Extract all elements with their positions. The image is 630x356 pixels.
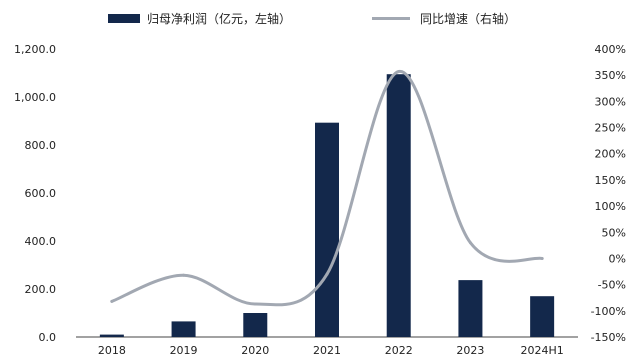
x-tick-label: 2022: [385, 344, 413, 356]
x-tick-label: 2023: [456, 344, 484, 356]
bar-2023: [458, 280, 483, 337]
growth-point-2018: [110, 299, 114, 303]
x-axis-ticks: 2018 2019 2020 2021 2022 2023 2024H1: [98, 344, 564, 356]
growth-line-layer: [110, 70, 544, 307]
bar-2022: [386, 74, 411, 337]
right-tick-label: 350%: [595, 69, 626, 82]
left-tick-label: 1,000.0: [14, 91, 56, 104]
right-tick-label: 100%: [595, 200, 626, 213]
right-tick-label: 150%: [595, 174, 626, 187]
right-tick-label: 300%: [595, 95, 626, 108]
left-tick-label: 600.0: [25, 187, 57, 200]
x-tick-label: 2021: [313, 344, 341, 356]
bar-2019: [171, 321, 196, 337]
bar-2020: [243, 313, 268, 337]
left-axis-ticks: 0.0 200.0 400.0 600.0 800.0 1,000.0 1,200.0: [14, 43, 56, 344]
right-tick-label: 250%: [595, 122, 626, 135]
bar-2021: [315, 122, 339, 338]
left-tick-label: 1,200.0: [14, 43, 56, 56]
growth-line: [110, 70, 544, 307]
right-tick-label: 400%: [595, 43, 626, 56]
left-tick-label: 800.0: [25, 139, 57, 152]
left-tick-label: 400.0: [25, 235, 57, 248]
x-tick-label: 2019: [170, 344, 198, 356]
right-tick-label: -150%: [591, 331, 626, 344]
growth-point-2022: [397, 70, 401, 74]
growth-point-2023: [468, 241, 472, 245]
right-tick-label: -50%: [598, 279, 626, 292]
left-tick-label: 200.0: [25, 283, 57, 296]
right-tick-label: 0%: [609, 252, 626, 265]
right-axis-ticks: -150% -100% -50% 0% 50% 100% 150% 200% 250% 300% 3…: [591, 43, 626, 344]
x-tick-label: 2018: [98, 344, 126, 356]
right-tick-label: 50%: [602, 226, 626, 239]
right-tick-label: -100%: [591, 305, 626, 318]
bar-2024H1: [530, 296, 555, 337]
bar-2018: [99, 334, 124, 337]
growth-point-2021: [325, 272, 329, 276]
legend-line-label: 同比增速（右轴）: [420, 11, 516, 26]
growth-point-2019: [182, 273, 186, 277]
growth-point-2024H1: [540, 256, 544, 260]
bars: [99, 74, 555, 338]
left-tick-label: 0.0: [39, 331, 57, 344]
x-tick-label: 2020: [241, 344, 269, 356]
legend-bar-label: 归母净利润（亿元，左轴）: [147, 11, 291, 26]
legend: 归母净利润（亿元，左轴） 同比增速（右轴）: [108, 11, 516, 26]
right-tick-label: 200%: [595, 148, 626, 161]
legend-bar-swatch: [108, 14, 140, 23]
growth-point-2020: [253, 302, 257, 306]
x-tick-label: 2024H1: [521, 344, 564, 356]
